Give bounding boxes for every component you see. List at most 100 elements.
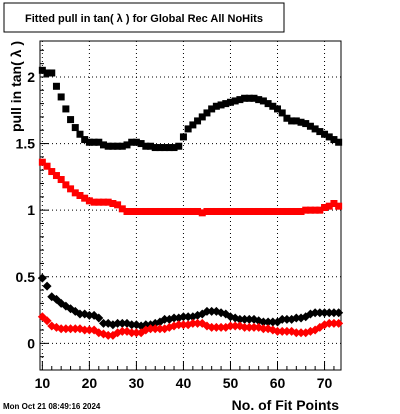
data-point xyxy=(226,98,234,106)
data-point xyxy=(292,117,300,125)
data-point xyxy=(104,142,112,150)
data-point xyxy=(114,142,122,150)
data-point xyxy=(161,207,169,215)
data-point xyxy=(269,102,277,110)
x-tick-label: 50 xyxy=(223,375,239,391)
data-point xyxy=(95,138,103,146)
data-point xyxy=(236,96,244,104)
data-point xyxy=(212,207,220,215)
data-point xyxy=(236,207,244,215)
data-point xyxy=(90,198,98,206)
data-point xyxy=(103,330,113,340)
data-point xyxy=(137,140,145,148)
data-point xyxy=(335,202,343,210)
data-point xyxy=(81,136,89,144)
data-point xyxy=(95,198,103,206)
data-point xyxy=(241,94,249,102)
data-point xyxy=(71,124,79,132)
data-point xyxy=(222,207,230,215)
data-point xyxy=(297,207,305,215)
data-point xyxy=(208,207,216,215)
data-point xyxy=(203,109,211,117)
data-point xyxy=(118,142,126,150)
data-point xyxy=(160,314,170,324)
data-point xyxy=(316,206,324,214)
data-point xyxy=(291,313,301,323)
data-point xyxy=(66,324,76,334)
data-point xyxy=(324,308,334,318)
x-tick-label: 10 xyxy=(35,375,51,391)
data-point xyxy=(268,317,278,327)
data-point xyxy=(259,207,267,215)
data-point xyxy=(194,207,202,215)
data-point xyxy=(321,130,329,138)
data-point xyxy=(258,317,268,327)
data-point xyxy=(264,100,272,108)
data-point xyxy=(179,133,187,141)
data-point xyxy=(217,207,225,215)
data-point xyxy=(174,320,184,330)
data-point xyxy=(245,207,253,215)
data-point xyxy=(325,133,333,141)
data-point xyxy=(161,144,169,152)
data-point xyxy=(202,306,212,316)
data-point xyxy=(184,207,192,215)
data-point xyxy=(38,158,46,166)
x-tick-label: 60 xyxy=(270,375,286,391)
data-point xyxy=(194,117,202,125)
data-point xyxy=(203,207,211,215)
x-tick-label: 40 xyxy=(176,375,192,391)
y-tick-label: 1 xyxy=(27,202,35,218)
data-point xyxy=(151,207,159,215)
data-point xyxy=(226,207,234,215)
data-point xyxy=(258,324,268,334)
data-point xyxy=(277,326,287,336)
data-point xyxy=(244,314,254,324)
data-point xyxy=(302,206,310,214)
data-point xyxy=(165,207,173,215)
y-tick-label: 0.5 xyxy=(16,269,36,285)
data-point xyxy=(179,207,187,215)
data-point xyxy=(310,308,320,318)
data-point xyxy=(61,324,71,334)
data-point xyxy=(156,207,164,215)
data-point xyxy=(230,321,240,331)
data-point xyxy=(222,100,230,108)
data-point xyxy=(90,138,98,146)
data-point xyxy=(184,125,192,133)
data-point xyxy=(117,318,127,328)
data-point xyxy=(297,118,305,126)
data-point xyxy=(67,116,75,124)
y-tick-label: 1.5 xyxy=(16,136,36,152)
data-point xyxy=(231,97,239,105)
data-point xyxy=(212,102,220,110)
data-point xyxy=(43,69,51,77)
data-point xyxy=(52,172,60,180)
data-point xyxy=(178,320,188,330)
title-box xyxy=(3,2,285,33)
data-point xyxy=(198,209,206,217)
data-point xyxy=(170,207,178,215)
data-point xyxy=(43,162,51,170)
axis-ticks xyxy=(40,49,335,370)
data-point xyxy=(62,105,70,113)
data-point xyxy=(123,141,131,149)
data-point xyxy=(255,96,263,104)
data-point xyxy=(142,207,150,215)
x-tick-label: 20 xyxy=(82,375,98,391)
data-point xyxy=(52,82,60,90)
data-point xyxy=(329,308,339,318)
data-point xyxy=(240,314,250,324)
data-point xyxy=(109,142,117,150)
data-point xyxy=(302,120,310,128)
data-point xyxy=(334,318,344,328)
data-point xyxy=(316,128,324,136)
data-point xyxy=(113,318,123,328)
data-point xyxy=(240,322,250,332)
data-point xyxy=(70,324,80,334)
data-point xyxy=(306,122,314,130)
data-point xyxy=(132,138,140,146)
data-point xyxy=(178,312,188,322)
data-point xyxy=(250,94,258,102)
data-point xyxy=(245,94,253,102)
